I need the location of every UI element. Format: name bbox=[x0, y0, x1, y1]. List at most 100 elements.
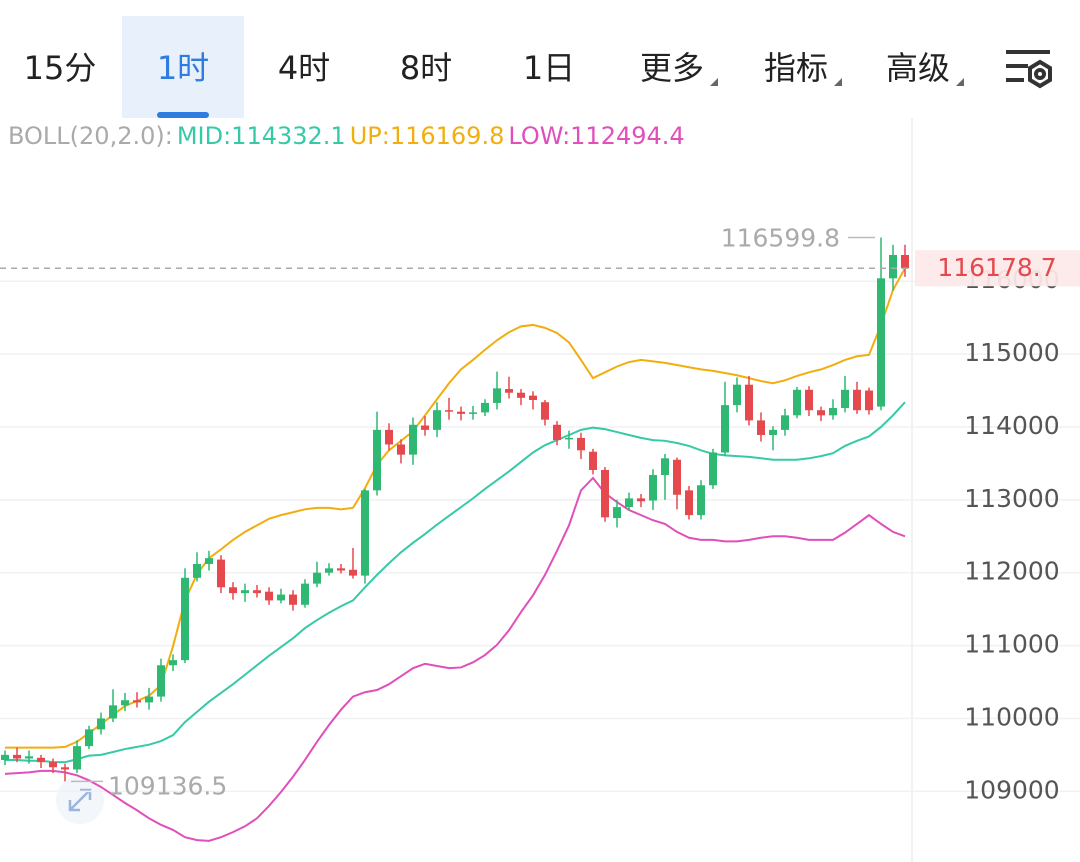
candle-body bbox=[301, 583, 309, 605]
candle-body bbox=[361, 490, 369, 576]
last-price-label: 116178.7 bbox=[937, 253, 1056, 282]
indicator-label: BOLL(20,2.0): bbox=[8, 122, 173, 150]
tab[interactable]: 4时 bbox=[278, 49, 330, 87]
candle-body bbox=[421, 425, 429, 430]
candle-body bbox=[313, 572, 321, 584]
candle-body bbox=[901, 254, 909, 269]
candle-body bbox=[253, 590, 261, 594]
candle-body bbox=[769, 429, 777, 435]
y-tick-label: 111000 bbox=[964, 630, 1059, 659]
candle-body bbox=[865, 390, 873, 411]
candle-body bbox=[13, 754, 21, 759]
zoom-button[interactable] bbox=[56, 776, 104, 824]
candle-body bbox=[733, 384, 741, 406]
low-label: 109136.5 bbox=[108, 771, 227, 800]
candle-body bbox=[793, 389, 801, 416]
candle-body bbox=[325, 568, 333, 573]
candle-body bbox=[637, 498, 645, 502]
candle-body bbox=[373, 429, 381, 491]
tab[interactable]: 8时 bbox=[400, 49, 452, 87]
candle-body bbox=[193, 563, 201, 578]
candle-body bbox=[385, 429, 393, 445]
candle-body bbox=[661, 458, 669, 476]
candle-body bbox=[445, 410, 453, 412]
candle-body bbox=[697, 485, 705, 516]
candle-body bbox=[517, 392, 525, 398]
candle-body bbox=[217, 559, 225, 588]
candle-body bbox=[877, 278, 885, 407]
candle-body bbox=[829, 408, 837, 416]
candle-body bbox=[757, 420, 765, 435]
high-label: 116599.8 bbox=[721, 224, 840, 253]
candle-body bbox=[61, 767, 69, 770]
candle-body bbox=[121, 700, 129, 706]
candle-body bbox=[505, 389, 513, 393]
candle-body bbox=[241, 590, 249, 594]
boll-line bbox=[5, 401, 906, 764]
candle-body bbox=[73, 746, 81, 770]
candle-body bbox=[85, 729, 93, 747]
candle-body bbox=[589, 451, 597, 470]
candle-body bbox=[289, 594, 297, 605]
candle-body bbox=[37, 757, 45, 763]
boll-line bbox=[4, 476, 906, 842]
y-tick-label: 113000 bbox=[964, 484, 1059, 513]
candle-body bbox=[613, 507, 621, 519]
candle-body bbox=[889, 254, 897, 279]
candle-body bbox=[109, 705, 117, 719]
candle-body bbox=[157, 665, 165, 697]
candle-body bbox=[541, 402, 549, 420]
candle-body bbox=[601, 469, 609, 518]
tab[interactable]: 高级 bbox=[886, 49, 950, 87]
tab[interactable]: 指标 bbox=[764, 49, 828, 87]
candle-body bbox=[169, 660, 177, 666]
candle-body bbox=[781, 415, 789, 430]
candle-body bbox=[49, 762, 57, 768]
candle-body bbox=[1, 754, 9, 760]
candle-body bbox=[409, 424, 417, 455]
candle-body bbox=[133, 700, 141, 703]
tab[interactable]: 1时 bbox=[157, 49, 209, 87]
y-tick-label: 112000 bbox=[964, 557, 1059, 586]
candle-body bbox=[709, 452, 717, 486]
tab[interactable]: 15分 bbox=[24, 49, 97, 87]
candle-body bbox=[673, 459, 681, 495]
settings-icon[interactable] bbox=[1006, 50, 1052, 89]
candle-body bbox=[853, 389, 861, 411]
indicator-value: LOW:112494.4 bbox=[508, 122, 684, 150]
candle-body bbox=[397, 444, 405, 455]
active-tab-bg bbox=[122, 16, 244, 118]
candle-body bbox=[529, 395, 537, 401]
y-tick-label: 109000 bbox=[964, 775, 1059, 804]
indicator-value: UP:116169.8 bbox=[350, 122, 505, 150]
y-tick-label: 115000 bbox=[964, 338, 1059, 367]
candle-body bbox=[625, 498, 633, 508]
candle-body bbox=[181, 577, 189, 661]
y-tick-label: 110000 bbox=[964, 702, 1059, 731]
candle-body bbox=[841, 389, 849, 409]
dropdown-caret bbox=[710, 78, 718, 86]
candle-body bbox=[745, 384, 753, 421]
candle-body bbox=[721, 405, 729, 453]
indicator-header: BOLL(20,2.0): MID:114332.1 UP:116169.8 LOW:… bbox=[8, 122, 685, 150]
candle-body bbox=[565, 437, 573, 440]
candle-body bbox=[229, 587, 237, 594]
candle-body bbox=[481, 402, 489, 413]
candle-body bbox=[97, 718, 105, 730]
indicator-value: MID:114332.1 bbox=[177, 122, 346, 150]
candle-body bbox=[805, 389, 813, 411]
candle-body bbox=[265, 591, 273, 601]
boll-line bbox=[5, 267, 906, 749]
candle-body bbox=[817, 410, 825, 416]
candle-body bbox=[457, 411, 465, 414]
candle-body bbox=[277, 594, 285, 601]
active-tab-indicator bbox=[157, 112, 209, 118]
candle-body bbox=[553, 424, 561, 441]
last-price-box bbox=[915, 250, 1080, 287]
dropdown-caret bbox=[956, 78, 964, 86]
candle-body bbox=[349, 569, 357, 576]
tab[interactable]: 1日 bbox=[523, 49, 575, 87]
candle-body bbox=[337, 568, 345, 571]
tab[interactable]: 更多 bbox=[640, 49, 704, 87]
